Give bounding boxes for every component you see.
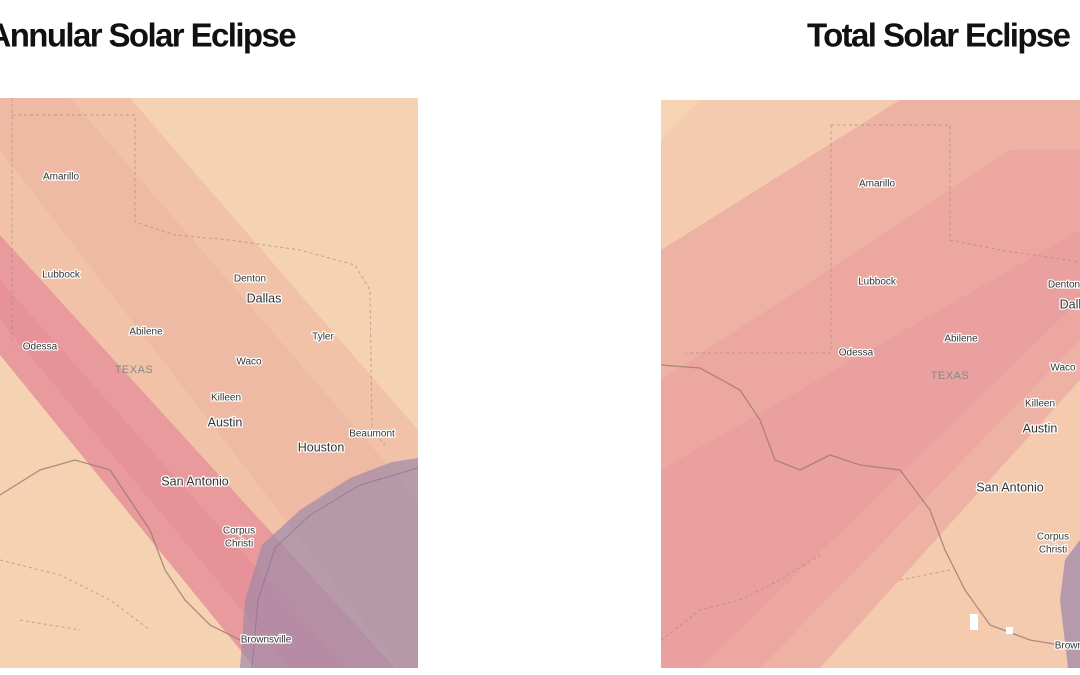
- city-label: Lubbock: [858, 277, 897, 288]
- city-label: Abilene: [129, 327, 163, 338]
- city-label: Denton: [234, 274, 266, 285]
- total-map: [661, 100, 1080, 668]
- city-label: Austin: [208, 415, 243, 429]
- city-label: San Antonio: [976, 480, 1043, 494]
- city-label: Amarillo: [43, 172, 80, 183]
- city-label: Killeen: [211, 393, 241, 404]
- city-label: San Antonio: [161, 474, 228, 488]
- map-title: Total Solar Eclipse: [807, 17, 1071, 54]
- city-label: Waco: [1050, 363, 1076, 374]
- city-label: Dallas: [1060, 297, 1080, 311]
- city-label: Odessa: [23, 342, 58, 353]
- city-label: Waco: [236, 357, 262, 368]
- city-label: Brownsville: [1055, 641, 1080, 652]
- annular-map: [0, 98, 418, 668]
- map-title: Annular Solar Eclipse: [0, 17, 296, 54]
- city-label: Corpus: [223, 526, 255, 537]
- city-label: Houston: [298, 440, 345, 454]
- city-label: Amarillo: [859, 179, 896, 190]
- city-label: Dallas: [247, 291, 282, 305]
- city-label: Corpus: [1037, 532, 1069, 543]
- state-label: TEXAS: [115, 364, 154, 376]
- city-label: Abilene: [944, 334, 978, 345]
- city-labels: Amarillo Lubbock Denton Dallas Abilene Tyler O…: [22, 170, 1080, 653]
- city-label: Christi: [1039, 545, 1067, 556]
- city-label: Denton: [1048, 280, 1080, 291]
- city-label: Christi: [225, 539, 253, 550]
- city-label: Lubbock: [42, 270, 81, 281]
- state-label: TEXAS: [931, 370, 970, 382]
- city-label: Odessa: [839, 348, 874, 359]
- city-label: Killeen: [1025, 399, 1055, 410]
- city-label: Austin: [1023, 421, 1058, 435]
- city-label: Tyler: [312, 332, 334, 343]
- city-label: Brownsville: [241, 635, 292, 646]
- city-label: Beaumont: [349, 429, 395, 440]
